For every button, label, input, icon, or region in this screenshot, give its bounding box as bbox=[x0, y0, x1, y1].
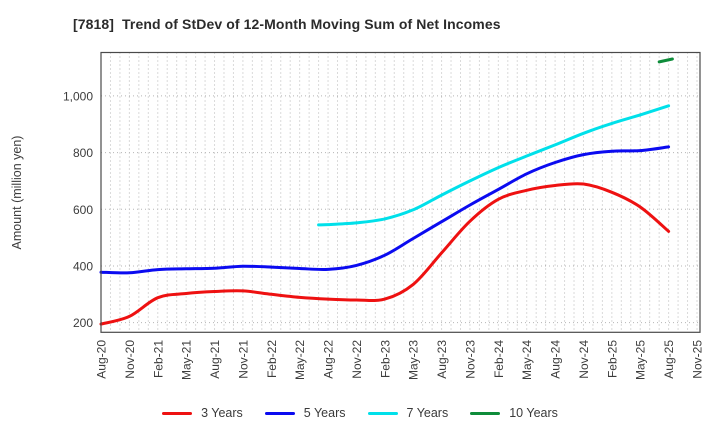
x-tick-label: May-23 bbox=[407, 340, 421, 380]
series-line-5-years bbox=[99, 145, 671, 275]
x-tick-label: Nov-25 bbox=[691, 340, 705, 379]
legend-label: 3 Years bbox=[201, 406, 243, 420]
x-tick-label: Nov-22 bbox=[350, 340, 364, 379]
chart-canvas: 200 400 600 800 1,000 Aug-20 Nov-20 Feb-21 May-2… bbox=[10, 51, 705, 380]
plot-border bbox=[100, 51, 701, 333]
x-tick-label: Aug-23 bbox=[435, 340, 449, 379]
y-tick-label: 400 bbox=[73, 259, 93, 273]
x-tick-label: Nov-23 bbox=[463, 340, 477, 379]
series-layer bbox=[99, 57, 674, 326]
x-tick-label: Aug-24 bbox=[549, 340, 563, 379]
y-axis-label: Amount (million yen) bbox=[10, 136, 24, 250]
x-tick-label: Aug-22 bbox=[322, 340, 336, 379]
series-line-3-years bbox=[99, 182, 671, 326]
y-tick-label: 600 bbox=[73, 203, 93, 217]
legend-swatch bbox=[264, 411, 295, 415]
series-line-7-years bbox=[317, 104, 671, 227]
x-tick-label: Aug-21 bbox=[208, 340, 222, 379]
chart-legend: 3 Years 5 Years 7 Years 10 Years bbox=[0, 400, 720, 426]
x-tick-label: Aug-20 bbox=[95, 340, 109, 379]
chart-title: [7818] Trend of StDev of 12-Month Moving… bbox=[73, 16, 501, 32]
y-tick-label: 1,000 bbox=[63, 89, 93, 103]
x-tick-label: Nov-21 bbox=[236, 340, 250, 379]
legend-label: 10 Years bbox=[509, 406, 558, 420]
y-tick-label: 200 bbox=[73, 316, 93, 330]
axis-layer: 200 400 600 800 1,000 Aug-20 Nov-20 Feb-21 May-2… bbox=[63, 51, 705, 380]
x-tick-label: Feb-24 bbox=[492, 340, 506, 378]
x-tick-label: Nov-20 bbox=[123, 340, 137, 379]
legend-item-3-years: 3 Years bbox=[162, 406, 243, 420]
legend-swatch bbox=[367, 411, 398, 415]
legend-swatch bbox=[470, 411, 501, 415]
x-tick-label: Feb-21 bbox=[151, 340, 165, 378]
legend-item-7-years: 7 Years bbox=[367, 406, 449, 420]
series-line-10-years bbox=[657, 57, 674, 64]
x-tick-label: Aug-25 bbox=[662, 340, 676, 379]
legend-item-5-years: 5 Years bbox=[264, 406, 346, 420]
legend-label: 5 Years bbox=[303, 406, 346, 420]
x-tick-label: Nov-24 bbox=[577, 340, 591, 379]
legend-label: 7 Years bbox=[406, 406, 449, 420]
x-tick-label: Feb-23 bbox=[378, 340, 392, 378]
x-tick-label: May-24 bbox=[520, 340, 534, 380]
x-tick-label: May-25 bbox=[634, 340, 648, 380]
x-tick-label: Feb-22 bbox=[265, 340, 279, 378]
x-tick-label: Feb-25 bbox=[605, 340, 619, 378]
x-tick-label: May-22 bbox=[293, 340, 307, 380]
legend-swatch bbox=[162, 411, 193, 415]
x-tick-label: May-21 bbox=[180, 340, 194, 380]
y-tick-label: 800 bbox=[73, 146, 93, 160]
legend-item-10-years: 10 Years bbox=[470, 406, 558, 420]
